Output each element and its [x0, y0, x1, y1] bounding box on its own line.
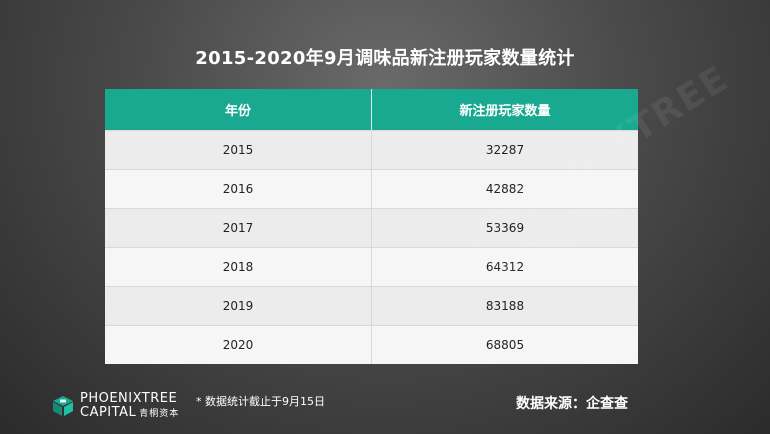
- new-players-cell: 83188: [371, 287, 638, 325]
- data-cutoff-note: * 数据统计截止于9月15日: [196, 395, 325, 408]
- year-cell: 2019: [222, 299, 254, 313]
- new-players-cell: 64312: [371, 248, 638, 286]
- new-players-cell: 32287: [371, 131, 638, 169]
- new-players-cell: 53369: [371, 209, 638, 247]
- year-cell: 2016: [222, 182, 254, 196]
- table-row: 2018 64312: [105, 247, 638, 286]
- table-row: 2016 42882: [105, 169, 638, 208]
- year-cell: 2020: [222, 338, 254, 352]
- data-source: 数据来源：企查查: [516, 396, 628, 412]
- new-players-cell: 68805: [371, 326, 638, 364]
- logo-chinese: 青桐资本: [139, 408, 180, 419]
- chart-title: 2015-2020年9月调味品新注册玩家数量统计: [195, 48, 575, 69]
- year-cell: 2017: [222, 221, 254, 235]
- header-new-players: 新注册玩家数量: [371, 89, 638, 130]
- table-row: 2019 83188: [105, 286, 638, 325]
- logo-line-2: CAPITAL: [80, 404, 137, 420]
- table-row: 2017 53369: [105, 208, 638, 247]
- year-cell: 2018: [222, 260, 254, 274]
- table-body: 2015 32287 2016 42882 2017 53369 2018 64312 2019…: [105, 130, 638, 364]
- year-cell: 2015: [222, 143, 254, 157]
- header-year: 年份: [224, 104, 251, 119]
- logo-line-1: PHOENIXTREE: [80, 391, 178, 406]
- new-players-cell: 42882: [371, 170, 638, 208]
- table-header-row: 年份 新注册玩家数量: [105, 89, 638, 130]
- data-table: 年份 新注册玩家数量 2015 32287 2016 42882 2017 53369 20…: [105, 89, 638, 364]
- table-row: 2015 32287: [105, 130, 638, 169]
- phoenixtree-logo: PHOENIXTREE CAPITAL 青桐资本: [52, 392, 179, 419]
- table-row: 2020 68805: [105, 325, 638, 364]
- cube-logo-icon: [53, 395, 73, 416]
